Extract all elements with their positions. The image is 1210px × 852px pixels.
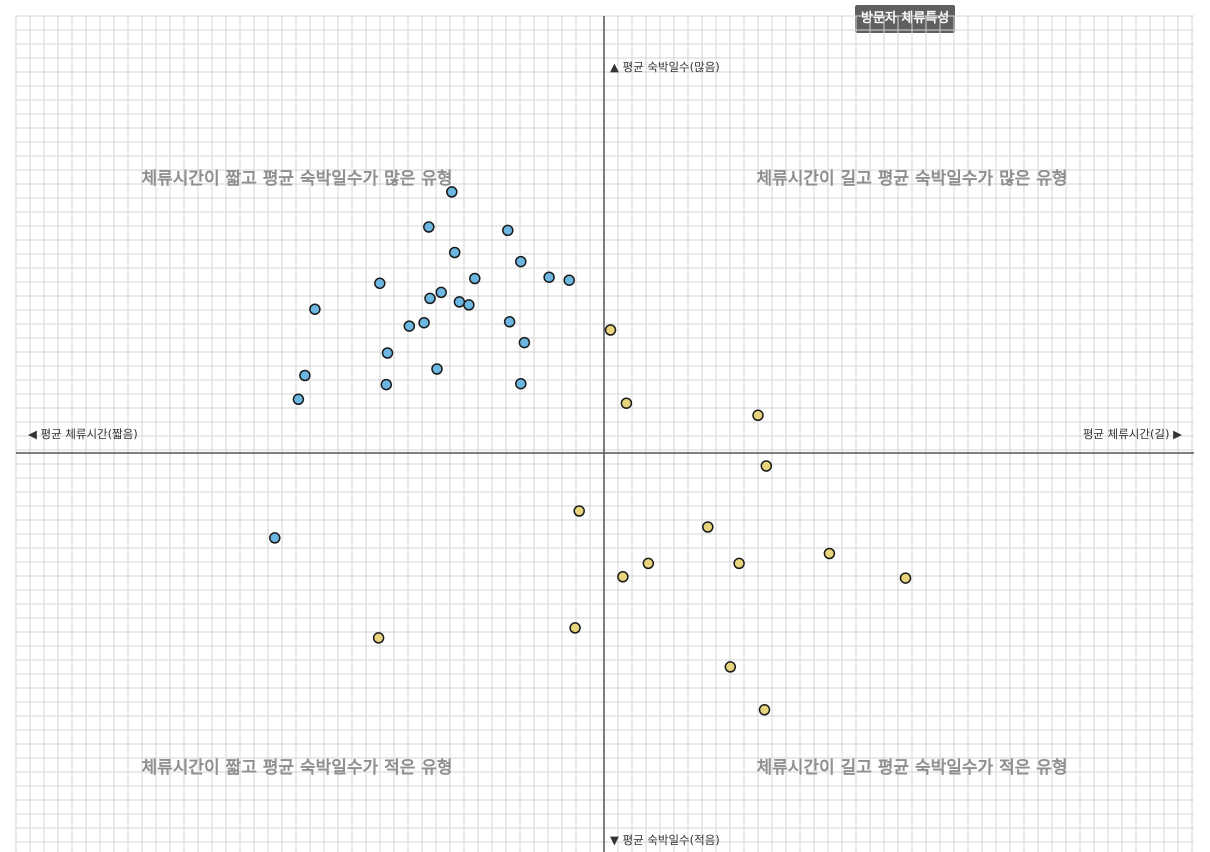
scatter-point-blue (418, 316, 430, 329)
scatter-point-blue (299, 369, 311, 382)
scatter-point-yellow (899, 572, 912, 584)
scatter-point-blue (518, 336, 531, 349)
scatter-point-blue (424, 292, 436, 305)
scatter-point-blue (292, 393, 305, 406)
grid-lines (15, 15, 1194, 852)
scatter-point-blue (309, 303, 321, 315)
scatter-point-blue (374, 277, 386, 290)
scatter-point-blue (515, 377, 527, 390)
scatter-point-yellow (642, 557, 655, 570)
scatter-point-yellow (702, 521, 714, 533)
axes (16, 16, 1194, 852)
scatter-point-yellow (724, 661, 737, 673)
scatter-point-yellow (569, 622, 581, 634)
quadrant-bottom-left-label: 체류시간이 짧고 평균 숙박일수가 적은 유형 (141, 757, 452, 778)
scatter-point-yellow (752, 409, 764, 422)
chart-title-badge: 방문자 체류특성 (855, 5, 956, 33)
y-axis-bottom-label: ▼ 평균 숙박일수(적음) (610, 833, 720, 847)
scatter-point-yellow (620, 397, 633, 409)
scatter-point-blue (502, 224, 514, 237)
scatter-point-blue (381, 347, 394, 359)
scatter-point-blue (503, 316, 516, 328)
scatter-point-yellow (733, 557, 745, 570)
x-axis-left-label: ◀ 평균 체류시간(짧음) (28, 427, 138, 441)
x-axis-right-label: 평균 체류시간(길) ▶ (1083, 427, 1182, 441)
scatter-point-yellow (372, 632, 385, 644)
scatter-point-yellow (604, 324, 617, 336)
scatter-point-blue (435, 286, 447, 299)
scatter-point-blue (469, 272, 481, 285)
scatter-point-blue (543, 271, 555, 283)
scatter-point-blue (423, 221, 435, 233)
scatter-point-blue (431, 363, 443, 375)
scatter-point-yellow (573, 505, 585, 517)
data-points (269, 186, 912, 716)
scatter-point-yellow (760, 460, 773, 472)
quadrant-top-left-label: 체류시간이 짧고 평균 숙박일수가 많은 유형 (141, 168, 452, 189)
y-axis-top-label: ▲ 평균 숙박일수(많음) (610, 60, 720, 74)
scatter-point-blue (463, 299, 475, 311)
scatter-point-blue (446, 186, 458, 198)
scatter-point-blue (380, 378, 393, 391)
quadrant-top-right-label: 체류시간이 길고 평균 숙박일수가 많은 유형 (756, 168, 1067, 189)
scatter-point-blue (269, 532, 281, 544)
scatter-point-blue (453, 296, 466, 308)
scatter-point-yellow (758, 704, 771, 716)
scatter-point-blue (563, 274, 575, 286)
scatter-point-blue (448, 246, 461, 259)
scatter-point-blue (403, 320, 416, 332)
scatter-point-yellow (617, 571, 629, 583)
quadrant-bottom-right-label: 체류시간이 길고 평균 숙박일수가 적은 유형 (756, 757, 1067, 778)
scatter-point-yellow (823, 547, 836, 560)
scatter-point-blue (515, 255, 527, 268)
